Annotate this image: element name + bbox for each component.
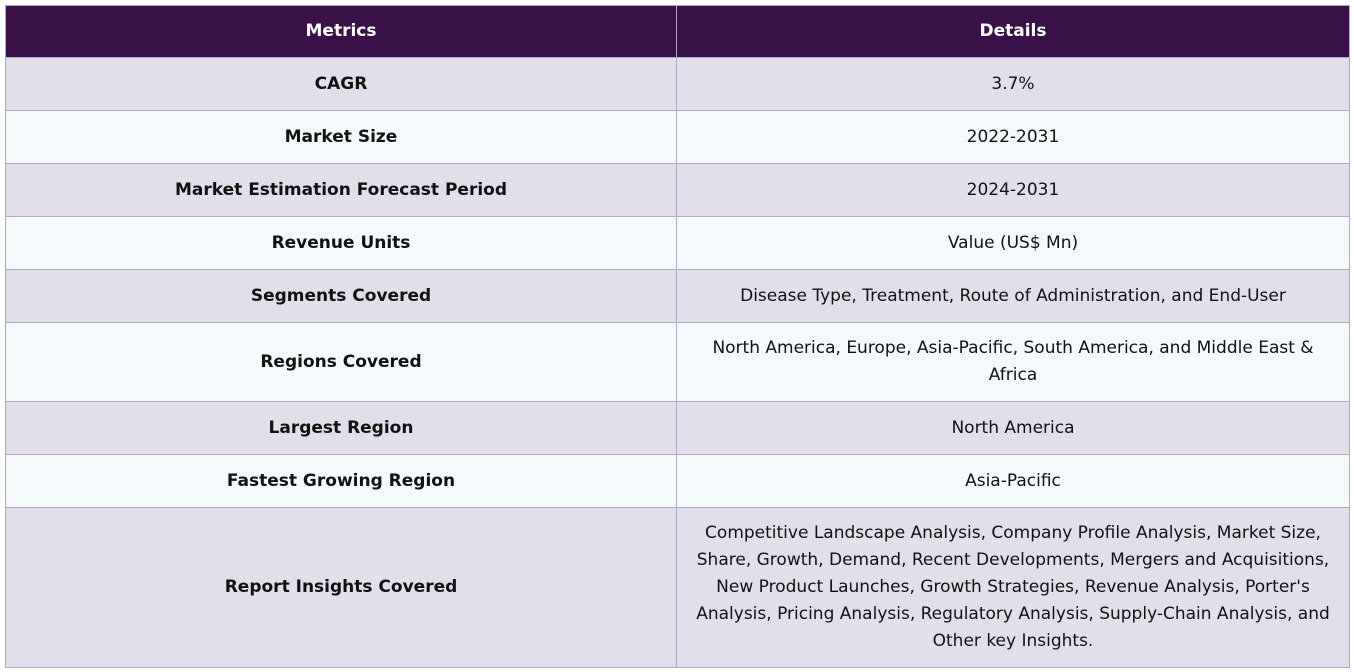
- detail-cell-fastest-growing-region: Asia-Pacific: [676, 454, 1350, 508]
- detail-cell-regions-covered: North America, Europe, Asia-Pacific, Sou…: [676, 322, 1350, 402]
- table-row: Fastest Growing Region Asia-Pacific: [5, 454, 1350, 508]
- table-row: Market Estimation Forecast Period 2024-2…: [5, 163, 1350, 217]
- table-row: Largest Region North America: [5, 401, 1350, 455]
- detail-cell-revenue-units: Value (US$ Mn): [676, 216, 1350, 270]
- table-row: Segments Covered Disease Type, Treatment…: [5, 269, 1350, 323]
- table-header-row: Metrics Details: [5, 5, 1350, 58]
- table-row: Revenue Units Value (US$ Mn): [5, 216, 1350, 270]
- details-column-header: Details: [676, 5, 1350, 58]
- detail-cell-cagr: 3.7%: [676, 57, 1350, 111]
- report-metrics-table: Metrics Details CAGR 3.7% Market Size 20…: [5, 5, 1350, 668]
- metric-cell-regions-covered: Regions Covered: [5, 322, 677, 402]
- detail-cell-segments-covered: Disease Type, Treatment, Route of Admini…: [676, 269, 1350, 323]
- detail-cell-report-insights: Competitive Landscape Analysis, Company …: [676, 507, 1350, 668]
- metric-cell-fastest-growing-region: Fastest Growing Region: [5, 454, 677, 508]
- table-row: Market Size 2022-2031: [5, 110, 1350, 164]
- detail-cell-market-size: 2022-2031: [676, 110, 1350, 164]
- metric-cell-forecast-period: Market Estimation Forecast Period: [5, 163, 677, 217]
- table-row: Regions Covered North America, Europe, A…: [5, 322, 1350, 402]
- report-table-container: Metrics Details CAGR 3.7% Market Size 20…: [5, 5, 1350, 668]
- metric-cell-largest-region: Largest Region: [5, 401, 677, 455]
- metric-cell-market-size: Market Size: [5, 110, 677, 164]
- metrics-column-header: Metrics: [5, 5, 677, 58]
- detail-cell-largest-region: North America: [676, 401, 1350, 455]
- metric-cell-revenue-units: Revenue Units: [5, 216, 677, 270]
- metric-cell-cagr: CAGR: [5, 57, 677, 111]
- table-row: Report Insights Covered Competitive Land…: [5, 507, 1350, 668]
- table-row: CAGR 3.7%: [5, 57, 1350, 111]
- detail-cell-forecast-period: 2024-2031: [676, 163, 1350, 217]
- metric-cell-report-insights: Report Insights Covered: [5, 507, 677, 668]
- metric-cell-segments-covered: Segments Covered: [5, 269, 677, 323]
